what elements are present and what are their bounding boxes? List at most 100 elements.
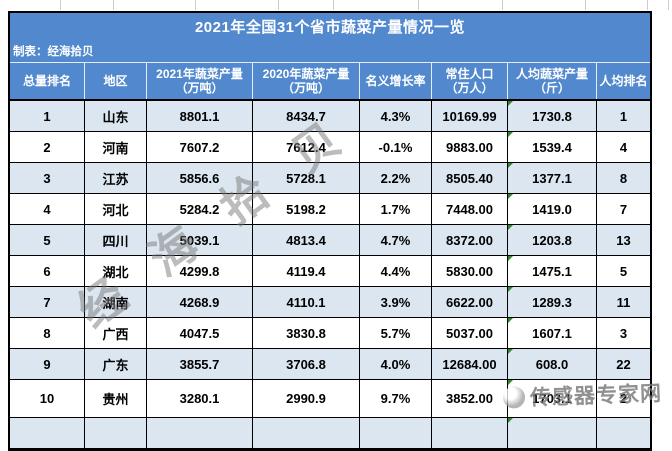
cell-region: 贵州 xyxy=(85,380,147,417)
vegetable-production-table: 2021年全国31个省市蔬菜产量情况一览 制表：经海拾贝 总量排名 地区 2021年… xyxy=(8,11,652,451)
cell-value: 5728.1 xyxy=(286,170,326,186)
cell-value: 9 xyxy=(43,356,51,372)
cell-growth-rate: 4.4% xyxy=(360,256,432,286)
error-indicator-triangle-icon xyxy=(508,225,513,230)
cell-value: 10169.99 xyxy=(442,108,497,124)
table-row: 6 湖北 4299.8 4119.4 4.4% 5830.00 1475.1 5 xyxy=(10,256,650,287)
cell-value: 4.7% xyxy=(380,232,411,248)
cell-population: 5037.00 xyxy=(432,318,508,348)
header-line1: 名义增长率 xyxy=(365,74,426,88)
cell-growth-rate: 5.7% xyxy=(360,318,432,348)
cell-value: 3 xyxy=(619,325,628,341)
cell-value: 8 xyxy=(43,325,51,341)
header-cell: 地区 xyxy=(85,63,147,99)
cell-per-capita: 1607.1 xyxy=(508,318,597,348)
cell-total-rank: 7 xyxy=(10,287,85,317)
error-indicator-triangle-icon xyxy=(508,380,513,385)
cell-prod-2020 xyxy=(253,418,360,448)
table-credit: 制表：经海拾贝 xyxy=(10,42,650,62)
error-indicator-triangle-icon xyxy=(508,256,513,261)
cell-region: 河南 xyxy=(85,132,147,162)
cell-value: 1539.4 xyxy=(532,139,572,155)
cell-value: 2 xyxy=(43,139,51,155)
cell-value: 2990.9 xyxy=(286,391,326,406)
cell-per-capita-rank: 8 xyxy=(597,163,650,193)
table-header-row: 总量排名 地区 2021年蔬菜产量 （万吨） 2020年蔬菜产量 （万吨） 名义增长率 常住人… xyxy=(10,62,650,101)
gridline-tick xyxy=(195,0,196,10)
cell-value: 8434.7 xyxy=(286,108,326,124)
cell-per-capita: 1419.0 xyxy=(508,194,597,224)
cell-prod-2021: 5039.1 xyxy=(147,225,253,255)
cell-value: 4.3% xyxy=(380,108,411,124)
cell-value: 8505.40 xyxy=(446,170,493,186)
table-body: 1 山东 8801.1 8434.7 4.3% 10169.99 1730.8 1 2 河南 7 60… xyxy=(10,101,650,449)
cell-population: 9883.00 xyxy=(432,132,508,162)
table-row: 10 贵州 3280.1 2990.9 9.7% 3852.00 1703.1 2 xyxy=(10,380,650,418)
cell-value: 湖北 xyxy=(102,264,129,280)
cell-value: 5830.00 xyxy=(446,263,493,279)
table-row: 4 河北 5284.2 5198.2 1.7% 7448.00 1419.0 7 xyxy=(10,194,650,225)
cell-value: 江苏 xyxy=(102,171,129,187)
cell-per-capita-rank: 1 xyxy=(597,101,650,131)
cell-value: 3855.7 xyxy=(179,356,220,372)
error-indicator-triangle-icon xyxy=(508,349,513,354)
error-indicator-triangle-icon xyxy=(508,287,513,292)
cell-prod-2020: 4110.1 xyxy=(253,287,360,317)
cell-value: 5 xyxy=(43,232,51,248)
cell-growth-rate: 1.7% xyxy=(360,194,432,224)
cell-value: 1 xyxy=(43,108,51,124)
cell-value: 4299.8 xyxy=(179,263,220,279)
table-title: 2021年全国31个省市蔬菜产量情况一览 xyxy=(10,13,650,42)
table-row: 9 广东 3855.7 3706.8 4.0% 12684.00 608.0 22 xyxy=(10,349,650,380)
cell-value: 608.0 xyxy=(535,356,569,372)
cell-value: 8801.1 xyxy=(179,108,220,124)
cell-region: 广西 xyxy=(85,318,147,348)
cell-value: 7 xyxy=(43,294,51,310)
cell-total-rank: 3 xyxy=(10,163,85,193)
cell-per-capita-rank: 22 xyxy=(597,349,650,379)
cell-prod-2020: 8434.7 xyxy=(253,101,360,131)
cell-value: 1475.1 xyxy=(532,263,572,279)
gridline-tick xyxy=(668,0,669,10)
cell-growth-rate: -0.1% xyxy=(360,132,432,162)
cell-value: 4047.5 xyxy=(179,325,220,341)
cell-value: 1703.1 xyxy=(532,391,572,406)
cell-value: 四川 xyxy=(102,233,129,249)
cell-value: 5 xyxy=(619,263,628,279)
cell-value: 1419.0 xyxy=(532,201,572,217)
header-line1: 人均排名 xyxy=(599,74,648,88)
cell-growth-rate: 4.7% xyxy=(360,225,432,255)
header-line1: 总量排名 xyxy=(22,74,71,88)
cell-value: 3 xyxy=(43,170,51,186)
cell-per-capita-rank xyxy=(597,418,650,448)
cell-region: 河北 xyxy=(85,194,147,224)
cell-value: 1607.1 xyxy=(532,325,572,341)
cell-value: -0.1% xyxy=(378,139,413,155)
cell-growth-rate: 4.3% xyxy=(360,101,432,131)
gridline-tick xyxy=(278,0,279,10)
cell-growth-rate xyxy=(360,418,432,448)
cell-prod-2021: 5284.2 xyxy=(147,194,253,224)
cell-region xyxy=(85,418,147,448)
cell-value: 湖南 xyxy=(102,295,129,311)
cell-total-rank xyxy=(10,418,85,448)
cell-per-capita-rank: 11 xyxy=(597,287,650,317)
cell-per-capita: 1539.4 xyxy=(508,132,597,162)
cell-prod-2020: 5728.1 xyxy=(253,163,360,193)
cell-prod-2021: 5856.6 xyxy=(147,163,253,193)
cell-value: 7 xyxy=(619,201,628,217)
table-row: 7 湖南 4268.9 4110.1 3.9% 6622.00 1289.3 11 xyxy=(10,287,650,318)
header-line2: （万吨） xyxy=(281,81,330,95)
cell-value: 1 xyxy=(619,108,628,124)
header-cell: 总量排名 xyxy=(10,63,85,99)
cell-population: 12684.00 xyxy=(432,349,508,379)
cell-prod-2020: 4119.4 xyxy=(253,256,360,286)
cell-value: 山东 xyxy=(102,109,129,125)
cell-value: 4119.4 xyxy=(286,263,326,279)
cell-per-capita: 1703.1 xyxy=(508,380,597,417)
cell-region: 江苏 xyxy=(85,163,147,193)
cell-per-capita-rank: 7 xyxy=(597,194,650,224)
error-indicator-triangle-icon xyxy=(508,163,513,168)
cell-per-capita: 1730.8 xyxy=(508,101,597,131)
header-cell: 名义增长率 xyxy=(360,63,432,99)
